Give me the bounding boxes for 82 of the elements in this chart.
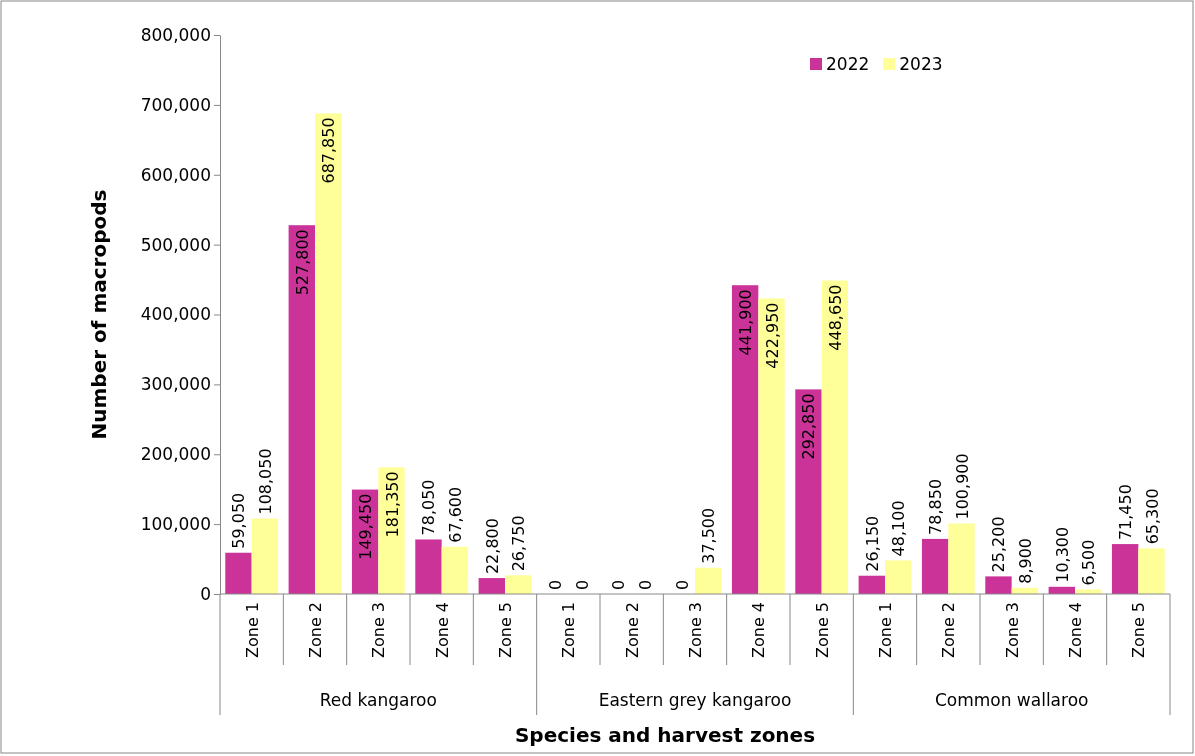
x-tick-label: Zone 3 — [1002, 602, 1022, 658]
y-tick-label: 300,000 — [140, 374, 211, 395]
bar — [858, 575, 885, 594]
data-label: 0 — [609, 579, 629, 590]
x-tick-label: Zone 5 — [1129, 602, 1149, 658]
x-tick-label: Zone 1 — [242, 602, 262, 658]
bar — [441, 546, 469, 594]
bar — [921, 538, 949, 594]
bar — [288, 225, 315, 594]
data-label: 10,300 — [1052, 526, 1072, 583]
bar — [731, 285, 759, 594]
y-tick-label: 700,000 — [140, 94, 211, 115]
data-label: 67,600 — [445, 486, 465, 543]
data-label: 37,500 — [699, 507, 719, 564]
y-tick-label: 0 — [200, 583, 211, 604]
text: Common wallaroo — [934, 690, 1089, 710]
x-tick-label: Zone 5 — [812, 602, 832, 658]
data-label: 100,900 — [952, 453, 972, 520]
data-label: 292,850 — [799, 393, 819, 460]
y-tick-label: 200,000 — [140, 444, 211, 465]
text: Red kangaroo — [319, 690, 437, 710]
bar — [695, 567, 722, 594]
bar — [948, 523, 975, 594]
data-label: 78,050 — [419, 479, 439, 536]
data-label: 441,900 — [736, 289, 756, 356]
y-tick-label: 500,000 — [140, 234, 211, 255]
bar — [315, 113, 342, 594]
bar — [251, 518, 279, 594]
data-label: 71,450 — [1116, 484, 1136, 541]
data-label: 0 — [672, 579, 692, 590]
x-tick-label: Zone 5 — [496, 602, 515, 658]
data-label: 687,850 — [319, 117, 339, 184]
bar — [885, 560, 912, 594]
data-label: 48,100 — [889, 500, 909, 557]
bar — [478, 578, 505, 594]
data-label: 25,200 — [989, 516, 1009, 573]
data-label: 22,800 — [482, 518, 502, 575]
x-tick-label: Zone 4 — [1066, 602, 1085, 658]
data-label: 8,900 — [1015, 537, 1035, 584]
legend-label: 2022 — [826, 54, 870, 74]
data-label: 0 — [546, 579, 566, 590]
legend-label: 2023 — [899, 54, 943, 74]
text: Eastern grey kangaroo — [598, 690, 792, 710]
data-label: 0 — [635, 579, 655, 590]
data-label: 59,050 — [229, 492, 249, 549]
bar — [1111, 544, 1139, 594]
x-axis-title: Species and harvest zones — [514, 723, 816, 747]
x-tick-label: Zone 3 — [686, 602, 705, 658]
data-label: 65,300 — [1142, 488, 1162, 545]
x-tick-label: Zone 4 — [749, 602, 769, 658]
x-tick-label: Zone 2 — [622, 602, 642, 658]
y-axis-title: Number of macropods — [87, 189, 111, 440]
data-label: 149,450 — [356, 493, 376, 560]
data-label: 26,750 — [509, 515, 529, 572]
y-tick-label: 100,000 — [140, 514, 211, 535]
data-label: 78,850 — [926, 478, 946, 535]
x-tick-label: Zone 1 — [559, 602, 579, 658]
data-label: 108,050 — [255, 448, 275, 515]
x-tick-label: Zone 2 — [306, 602, 325, 658]
x-tick-label: Zone 4 — [432, 602, 452, 658]
x-tick-label: Zone 3 — [369, 602, 389, 658]
bar — [1138, 548, 1165, 594]
bar — [795, 389, 822, 594]
data-label: 181,350 — [382, 471, 402, 538]
y-tick-label: 800,000 — [140, 24, 211, 45]
bar — [415, 539, 442, 594]
y-tick-label: 400,000 — [140, 304, 211, 325]
data-label: 422,950 — [762, 302, 782, 369]
bar — [821, 280, 849, 594]
bar — [378, 467, 405, 594]
bar — [758, 298, 785, 594]
x-tick-label: Zone 1 — [876, 602, 895, 658]
x-tick-label: Zone 2 — [939, 602, 959, 658]
bar — [505, 575, 532, 594]
bar — [985, 576, 1012, 594]
data-label: 6,500 — [1079, 539, 1099, 586]
y-tick-label: 600,000 — [140, 164, 211, 185]
data-label: 0 — [572, 579, 592, 590]
data-label: 448,650 — [825, 284, 845, 351]
data-label: 527,800 — [292, 229, 312, 296]
bar — [225, 552, 252, 594]
data-label: 26,150 — [862, 515, 882, 572]
